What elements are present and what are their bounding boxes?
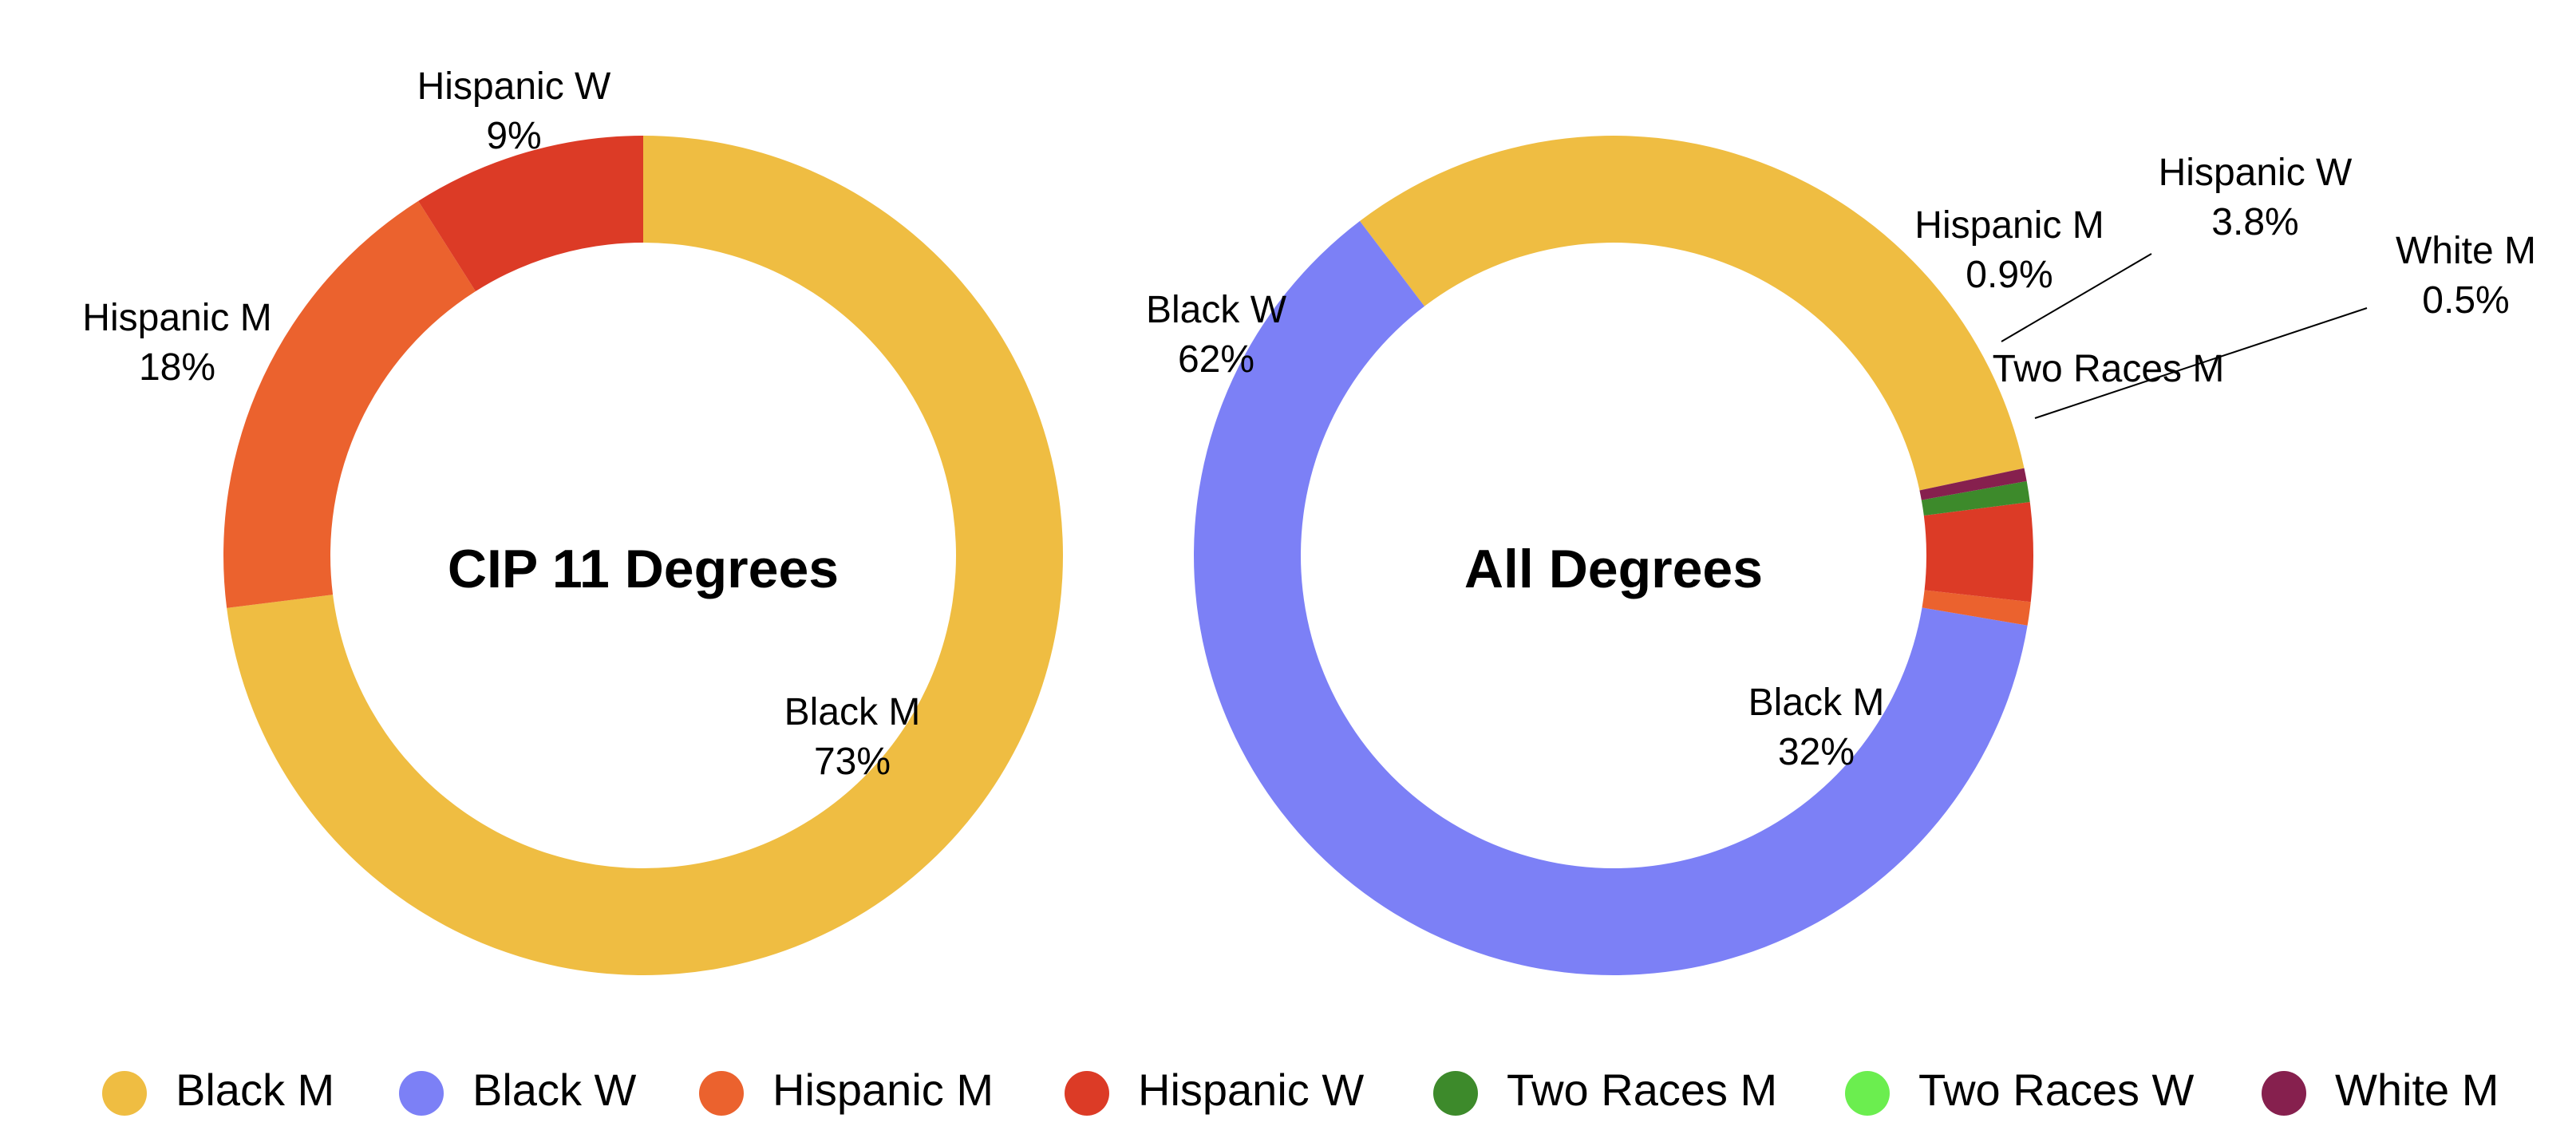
slice-label-hispanic-m: Hispanic M 18% [82,297,271,389]
slice-label-value: 62% [1178,338,1254,381]
legend-swatch [399,1071,444,1116]
legend-label: White M [2335,1065,2499,1115]
legend-item-black-m[interactable]: Black M [102,1065,334,1116]
legend-label: Hispanic W [1138,1065,1364,1115]
slice-label-black-m: Black M 32% [1748,682,1885,773]
legend-swatch [102,1071,147,1116]
slice-label-name: Hispanic M [1914,204,2104,247]
slice-label-name: Hispanic W [2159,152,2353,194]
legend-label: Hispanic M [772,1065,994,1115]
legend-label: Black W [472,1065,636,1115]
legend-label: Two Races M [1507,1065,1777,1115]
legend-swatch [1845,1071,1890,1116]
slice-label-value: 32% [1778,731,1855,773]
slice-label-value: 3.8% [2211,201,2298,243]
slice-label-name: Black W [1146,289,1287,331]
slice-label-name: Two Races M [1993,348,2225,390]
slice-two-races-m[interactable] [1921,480,2030,516]
legend-item-hispanic-w[interactable]: Hispanic W [1065,1065,1364,1116]
center-title: All Degrees [1464,539,1763,599]
slice-label-name: Black M [784,691,921,733]
slice-hispanic-m[interactable] [223,200,476,608]
slice-label-black-m: Black M 73% [784,691,921,783]
leader-line [2001,253,2152,342]
slice-label-value: 0.9% [1966,254,2053,296]
slice-black-w[interactable] [1194,221,2028,975]
slice-label-hispanic-m: Hispanic M 0.9% [1914,204,2104,296]
legend-swatch [1065,1071,1109,1116]
slice-hispanic-w[interactable] [418,136,643,292]
legend-swatch [1433,1071,1478,1116]
leader-line [2034,307,2368,419]
legend-item-white-m[interactable]: White M [2262,1065,2499,1116]
slice-label-name: White M [2396,230,2536,272]
slice-label-value: 9% [486,115,541,157]
slice-label-two-races-m: Two Races M [1993,348,2225,390]
slice-hispanic-m[interactable] [1922,590,2031,626]
legend-label: Two Races W [1918,1065,2195,1115]
legend-swatch [699,1071,744,1116]
slice-black-m[interactable] [1359,135,2025,491]
slice-label-name: Black M [1748,682,1885,724]
slice-label-name: Hispanic W [417,65,611,108]
slice-label-white-m: White M 0.5% [2034,230,2536,419]
slice-label-hispanic-w: Hispanic W 9% [417,65,611,157]
legend-item-two-races-w[interactable]: Two Races W [1845,1065,2195,1116]
slice-label-value: 73% [814,741,891,783]
slice-label-value: 18% [139,346,215,389]
center-title: CIP 11 Degrees [448,539,839,599]
donut-chart-all: All Degrees Black W 62% Black M 32% Hisp… [1146,135,2536,975]
legend-label: Black M [176,1065,334,1115]
legend-item-hispanic-m[interactable]: Hispanic M [699,1065,994,1116]
slice-label-hispanic-w: Hispanic W 3.8% [2001,152,2353,342]
donut-chart-cip11: CIP 11 Degrees Black M 73% Hispanic M 18… [82,65,1063,975]
legend-item-two-races-m[interactable]: Two Races M [1433,1065,1777,1116]
legend: Black M Black W Hispanic M Hispanic W Tw… [102,1065,2499,1116]
legend-item-black-w[interactable]: Black W [399,1065,636,1116]
legend-swatch [2262,1071,2306,1116]
slice-hispanic-w[interactable] [1923,501,2033,603]
slice-white-m[interactable] [1919,468,2027,500]
slice-label-name: Hispanic M [82,297,271,339]
slice-label-value: 0.5% [2422,279,2509,322]
slice-label-black-w: Black W 62% [1146,289,1287,381]
